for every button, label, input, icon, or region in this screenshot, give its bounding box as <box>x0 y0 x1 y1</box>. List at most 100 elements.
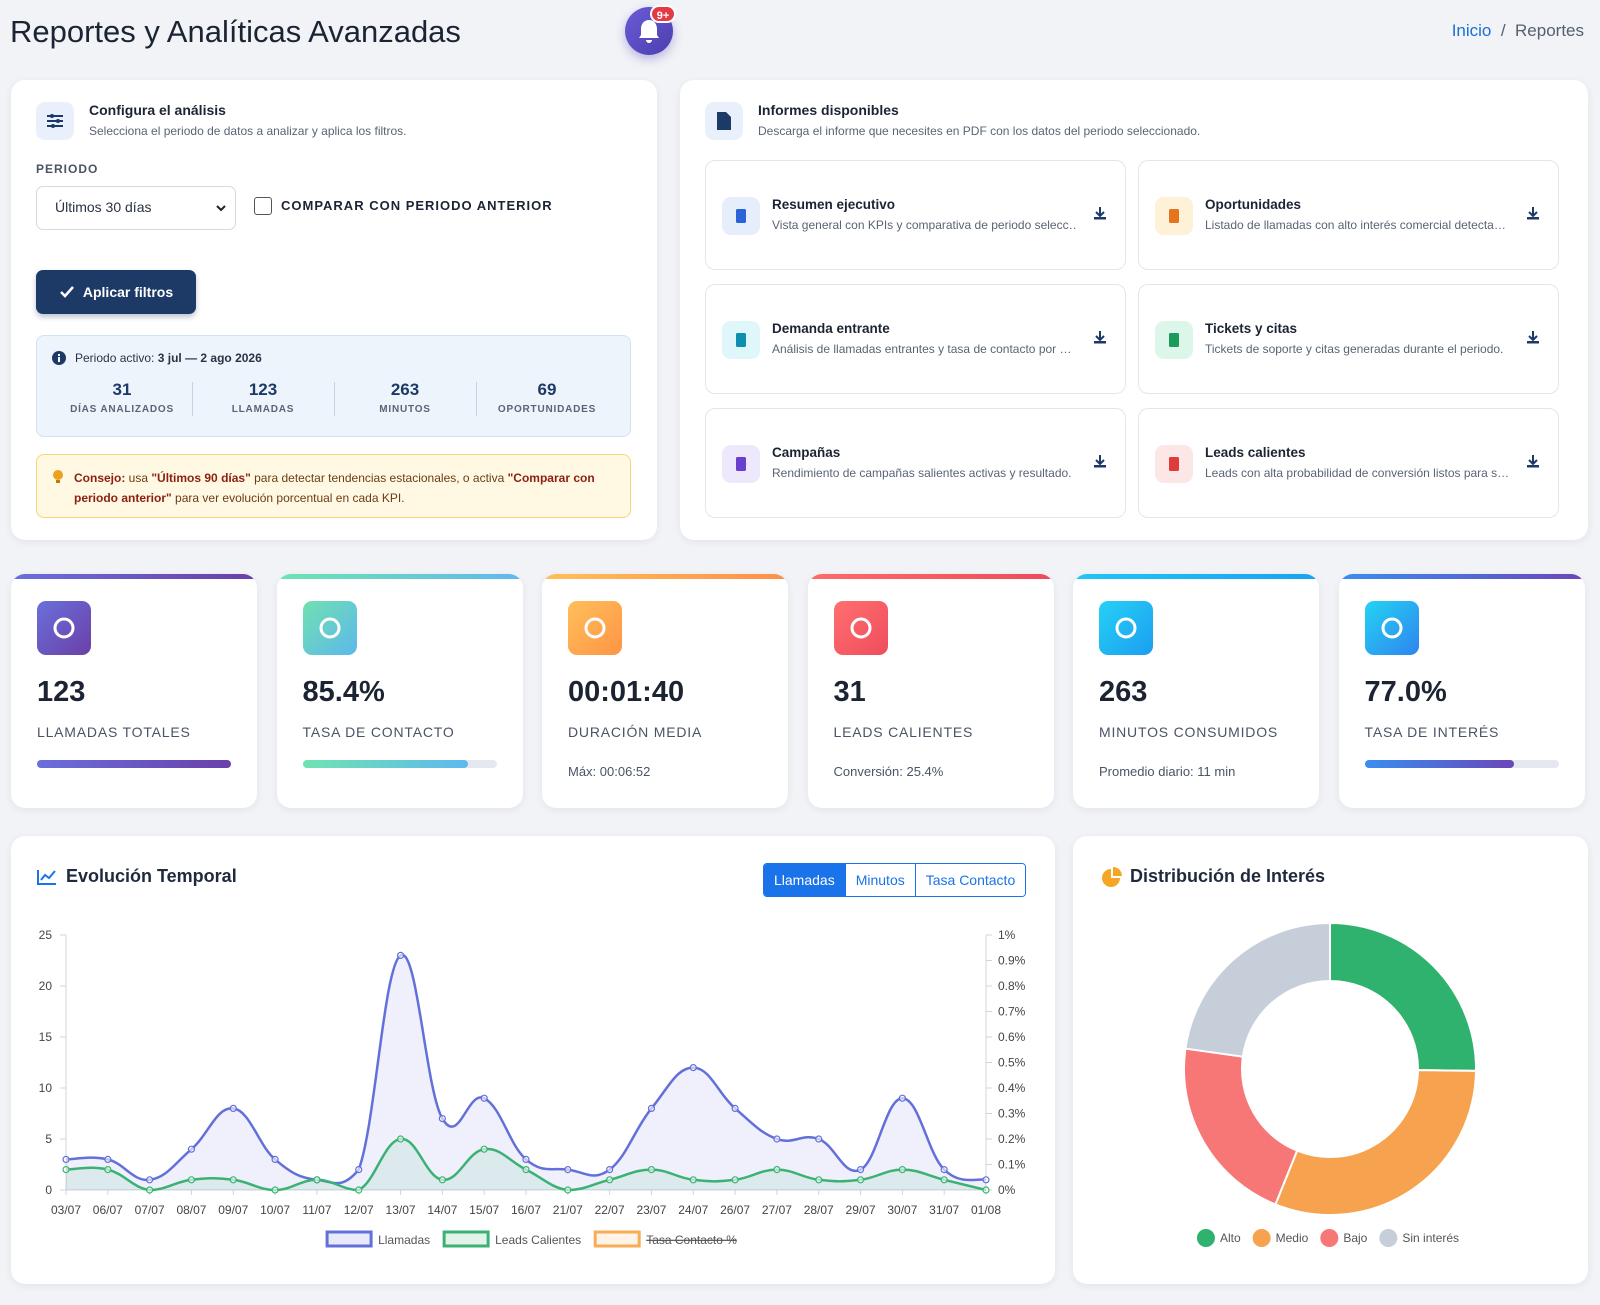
config-icon <box>36 102 74 140</box>
stat: 123 LLAMADAS <box>193 380 333 415</box>
report-item[interactable]: Resumen ejecutivo Vista general con KPIs … <box>705 160 1126 270</box>
kpi-note: Promedio diario: 11 min <box>1099 764 1236 779</box>
data-point <box>396 1135 405 1143</box>
kpi-card: 85.4% TASA DE CONTACTO <box>276 574 523 808</box>
legend-swatch <box>325 1230 373 1248</box>
report-icon <box>1155 197 1193 235</box>
legend-label: Sin interés <box>1402 1231 1459 1245</box>
download-button[interactable] <box>1093 454 1107 473</box>
kpi-value: 00:01:40 <box>568 676 685 708</box>
donut-segment <box>1184 921 1331 1058</box>
report-item[interactable]: Leads calientes Leads con alta probabilid… <box>1138 408 1559 518</box>
legend-label: Bajo <box>1343 1231 1367 1245</box>
report-icon <box>1155 445 1193 483</box>
kpi-accent <box>807 574 1054 579</box>
kpi-label: TASA DE INTERÉS <box>1364 724 1500 740</box>
kpi-card: 31 LEADS CALIENTES Conversión: 25.4% <box>807 574 1054 808</box>
kpi-progress <box>37 760 231 768</box>
kpi-accent <box>1073 574 1319 579</box>
apply-button[interactable]: Aplicar filtros <box>36 270 196 314</box>
data-point <box>773 1166 781 1174</box>
report-item[interactable]: Tickets y citas Tickets de soporte y cita… <box>1138 284 1559 394</box>
report-item[interactable]: Demanda entrante Análisis de llamadas ent… <box>705 284 1126 394</box>
metric-tab[interactable]: Tasa Contacto <box>914 864 1026 896</box>
x-tick-label: 13/07 <box>386 1203 416 1217</box>
reports-subtitle: Descarga el informe que necesites en PDF… <box>758 124 1201 138</box>
report-title: Leads calientes <box>1205 445 1306 460</box>
data-point <box>647 1104 656 1112</box>
kpi-card: 123 LLAMADAS TOTALES <box>11 574 257 808</box>
kpi-value: 123 <box>37 676 86 708</box>
data-point <box>982 1186 990 1194</box>
kpi-value: 77.0% <box>1364 676 1447 708</box>
config-card: Configura el análisis Selecciona el peri… <box>11 80 657 540</box>
report-title: Campañas <box>772 445 841 460</box>
x-tick-label: 09/07 <box>218 1203 248 1217</box>
report-description: Vista general con KPIs y comparativa de … <box>772 218 1077 232</box>
report-icon <box>1155 321 1193 359</box>
data-point <box>355 1186 363 1194</box>
period-select[interactable]: Últimos 30 días <box>36 186 236 230</box>
legend-item[interactable]: Alto <box>1196 1229 1241 1247</box>
donut-segment <box>1183 1047 1299 1206</box>
breadcrumb-link[interactable]: Inicio <box>1451 21 1492 40</box>
legend-item[interactable]: Sin interés <box>1379 1229 1459 1247</box>
download-button[interactable] <box>1526 454 1540 473</box>
x-tick-label: 30/07 <box>887 1203 917 1217</box>
stat-value: 263 <box>390 380 420 399</box>
legend-item[interactable]: Tasa Contacto % <box>593 1230 737 1248</box>
active-period: 3 jul — 2 ago 2026 <box>157 351 262 365</box>
kpi-value: 31 <box>833 676 866 708</box>
data-point <box>856 1166 865 1174</box>
kpi-card: 00:01:40 DURACIÓN MEDIA Máx: 00:06:52 <box>542 574 788 808</box>
y2-tick-label: 0.9% <box>998 954 1026 968</box>
data-point <box>229 1104 237 1112</box>
legend-item[interactable]: Llamadas <box>325 1230 430 1248</box>
data-point <box>62 1155 70 1163</box>
data-point <box>146 1186 154 1194</box>
kpi-icon <box>37 601 91 655</box>
y2-tick-label: 1% <box>998 928 1016 942</box>
kpi-accent <box>11 574 257 579</box>
download-button[interactable] <box>1093 206 1107 225</box>
x-tick-label: 31/07 <box>929 1203 959 1217</box>
data-point <box>898 1094 906 1102</box>
stat: 69 OPORTUNIDADES <box>477 380 617 415</box>
report-description: Rendimiento de campañas salientes activa… <box>772 466 1072 480</box>
y-tick-label: 15 <box>39 1030 53 1044</box>
download-button[interactable] <box>1526 330 1540 349</box>
donut-chart: Alto Medio Bajo Sin interés <box>1183 921 1478 1247</box>
data-point <box>689 1064 697 1072</box>
data-point <box>606 1176 614 1184</box>
metric-tab[interactable]: Llamadas <box>764 864 845 896</box>
report-item[interactable]: Campañas Rendimiento de campañas saliente… <box>705 408 1126 518</box>
report-item[interactable]: Oportunidades Listado de llamadas con alt… <box>1138 160 1559 270</box>
legend-item[interactable]: Leads Calientes <box>442 1230 581 1248</box>
y2-tick-label: 0.5% <box>998 1056 1026 1070</box>
data-point <box>689 1176 697 1184</box>
kpi-accent <box>276 574 523 579</box>
kpi-note: Máx: 00:06:52 <box>568 764 651 779</box>
legend-item[interactable]: Medio <box>1252 1229 1309 1247</box>
y2-tick-label: 0.8% <box>998 979 1026 993</box>
download-button[interactable] <box>1526 206 1540 225</box>
legend-label: Llamadas <box>378 1233 430 1247</box>
x-tick-label: 07/07 <box>135 1203 165 1217</box>
legend-item[interactable]: Bajo <box>1320 1229 1368 1247</box>
x-tick-label: 08/07 <box>176 1203 206 1217</box>
metric-tab[interactable]: Minutos <box>844 864 915 896</box>
compare-checkbox[interactable] <box>254 197 272 215</box>
data-point <box>731 1176 739 1184</box>
report-title: Resumen ejecutivo <box>772 197 896 212</box>
data-point <box>564 1166 572 1174</box>
download-button[interactable] <box>1093 330 1107 349</box>
stat-label: LLAMADAS <box>231 404 295 415</box>
tip-bold: "Comparar con periodo anterior" <box>74 471 595 505</box>
data-point <box>898 1166 906 1174</box>
y2-tick-label: 0.4% <box>998 1081 1026 1095</box>
data-point <box>773 1135 781 1143</box>
x-tick-label: 27/07 <box>762 1203 792 1217</box>
tip-prefix: Consejo: <box>74 471 126 485</box>
kpi-icon <box>1099 601 1153 655</box>
bell-icon <box>639 20 659 43</box>
